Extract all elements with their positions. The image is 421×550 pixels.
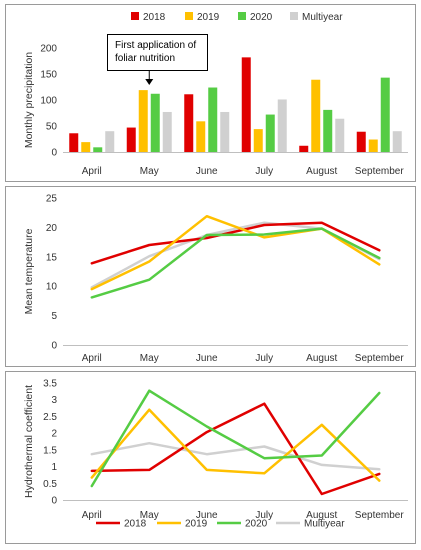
bar-2018-september [356,131,366,152]
y-tick-label: 15 [46,252,58,263]
x-tick-label-september: September [355,510,405,521]
y-tick-label: 150 [40,70,57,81]
legend-label-2018: 2018 [143,12,166,23]
bar-multiyear-june [220,111,230,152]
legend-label-2018: 2018 [124,519,147,530]
precipitation-panel-frame [5,4,416,182]
bar-2019-may [138,90,148,152]
line-2020 [90,389,381,488]
line-multiyear [90,441,381,471]
bar-2020-april [93,147,103,152]
x-tick-label-july: July [255,510,273,521]
x-tick-label-july: July [255,353,273,364]
y-tick-label: 20 [46,223,58,234]
x-tick-label-april: April [82,353,102,364]
legend-swatch-2020 [238,12,246,20]
x-tick-label-august: August [306,353,337,364]
bar-multiyear-april [105,131,115,152]
bar-multiyear-september [392,131,402,152]
legend-label-multiyear: Multiyear [304,519,345,530]
bar-multiyear-july [277,99,287,152]
legend-label-multiyear: Multiyear [302,12,343,23]
x-tick-label-june: June [196,166,218,177]
bar-2019-april [81,142,91,152]
bar-2020-july [265,114,275,152]
bar-2019-june [196,121,206,152]
y-tick-label: 200 [40,44,57,55]
y-tick-label: 1.5 [43,445,57,456]
x-tick-label-august: August [306,166,337,177]
annotation-box [107,34,208,71]
line-2019 [90,214,381,291]
bar-2019-august [311,79,321,152]
line-2018 [90,221,381,265]
temperature-panel-frame [5,186,416,367]
bar-2019-july [253,129,263,152]
bar-2020-august [323,109,333,152]
y-tick-label: 5 [51,311,57,322]
legend-label-2019: 2019 [197,12,220,23]
annotation-text-line: foliar nutrition [115,53,175,64]
y-tick-label: 0 [51,148,57,159]
y-tick-label: 50 [46,122,58,133]
y-tick-label: 2.5 [43,412,57,423]
temperature-chart: 0 5 10 15 20 25 April May June July August Septembe… [23,194,408,364]
y-tick-label: 25 [46,194,58,205]
legend-swatch-multiyear [290,12,298,20]
legend-label-2019: 2019 [185,519,208,530]
bar-2018-april [69,133,79,152]
precipitation-legend: 2018 2019 2020 Multiyear [131,12,343,23]
x-tick-label-may: May [140,510,159,521]
bar-2018-june [184,94,194,152]
line-2019 [90,408,381,482]
x-tick-label-april: April [82,510,102,521]
bar-2018-may [126,127,136,152]
precipitation-chart: 0 50 100 150 200 April May June July August Septem… [23,34,408,177]
line-2020 [90,227,381,299]
x-tick-label-may: May [140,166,159,177]
x-tick-label-april: April [82,166,102,177]
legend-label-2020: 2020 [245,519,268,530]
line-2018 [90,402,381,496]
x-tick-label-september: September [355,353,405,364]
y-tick-label: 0 [51,341,57,352]
y-tick-label: 1 [51,462,57,473]
legend-label-2020: 2020 [250,12,273,23]
y-axis-title: Monthly precipitation [23,52,35,148]
x-tick-label-june: June [196,510,218,521]
y-tick-label: 3 [51,395,57,406]
annotation-arrow-head [145,79,154,85]
bar-multiyear-august [335,118,345,152]
hydrothermal-panel-frame [5,371,416,544]
bar-2019-september [368,139,378,152]
bar-2018-august [299,145,309,152]
x-tick-label-july: July [255,166,273,177]
bar-2020-june [208,87,218,152]
hydrothermal-chart: 0 0.5 1 1.5 2 2.5 3 3.5 April May June July August Se… [23,379,408,521]
bar-2020-may [150,93,160,152]
y-axis-title: Hydrothermal coefficient [23,385,35,498]
x-tick-label-september: September [355,166,405,177]
bar-2018-july [241,57,251,152]
legend-swatch-2019 [185,12,193,20]
x-tick-label-may: May [140,353,159,364]
legend-swatch-2018 [131,12,139,20]
y-tick-label: 0 [51,496,57,507]
annotation-text-line: First application of [115,40,196,51]
hydrothermal-legend: 2018 2019 2020 Multiyear [96,519,345,530]
y-tick-label: 10 [46,282,58,293]
bar-multiyear-may [162,111,172,152]
bar-2020-september [380,77,390,152]
y-tick-label: 100 [40,96,57,107]
y-tick-label: 3.5 [43,379,57,390]
x-tick-label-august: August [306,510,337,521]
y-tick-label: 0.5 [43,479,57,490]
y-tick-label: 2 [51,429,57,440]
x-tick-label-june: June [196,353,218,364]
y-axis-title: Mean temperature [23,228,35,314]
